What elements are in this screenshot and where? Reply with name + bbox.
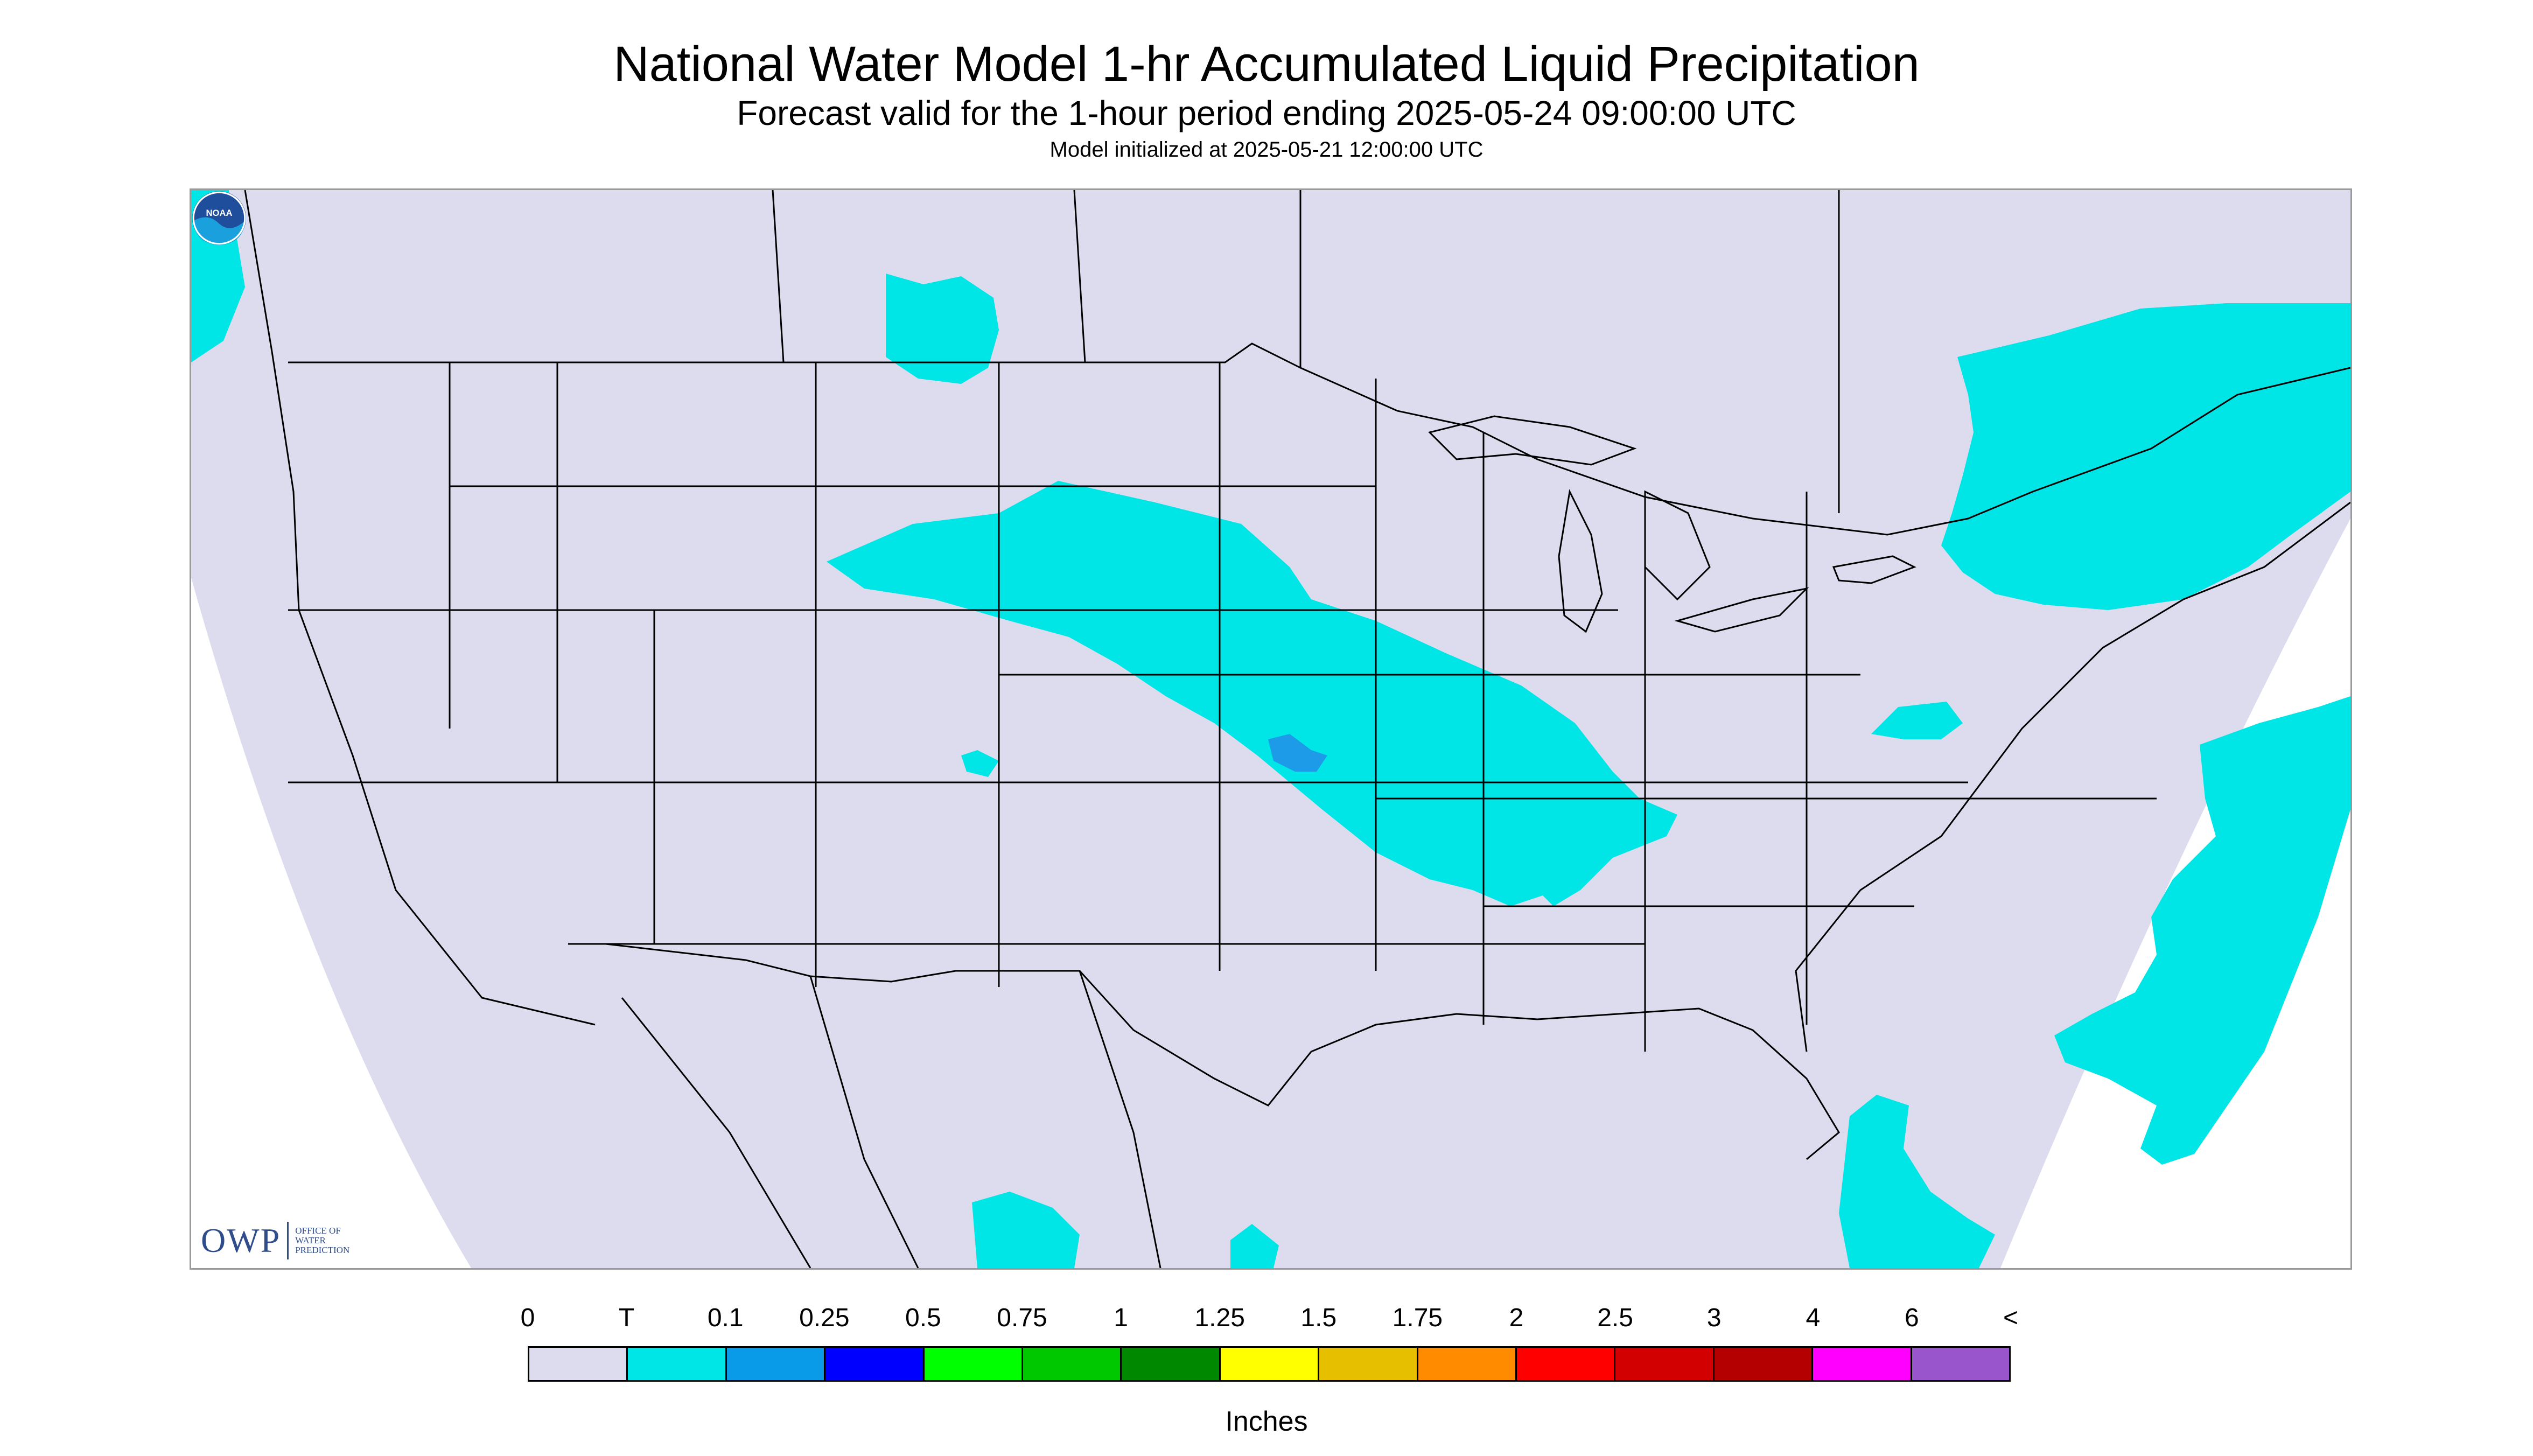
boundary-lines	[244, 190, 2350, 1268]
legend-swatch	[1220, 1348, 1320, 1380]
precip-blue-spot	[1268, 734, 1327, 772]
legend-label: 1.5	[1300, 1304, 1337, 1332]
legend-label: 1.25	[1194, 1304, 1245, 1332]
owp-logo-letters: OWP	[201, 1221, 281, 1259]
legend-label: 1.75	[1392, 1304, 1443, 1332]
legend-swatch	[1517, 1348, 1616, 1380]
legend-label: 1	[1114, 1304, 1128, 1332]
legend-swatch	[1912, 1348, 2010, 1380]
legend-label: 0.25	[799, 1304, 850, 1332]
precip-central-plains	[827, 481, 1677, 906]
us-mexico-border	[605, 943, 1312, 1107]
model-init-text: Model initialized at 2025-05-21 12:00:00…	[1049, 138, 1484, 162]
owp-logo: OWP OFFICE OF WATER PREDICTION	[201, 1221, 349, 1261]
precip-montana-south	[961, 750, 999, 777]
precipitation-map[interactable]: OWP OFFICE OF WATER PREDICTION NOAA	[190, 188, 2352, 1270]
legend-label: 2.5	[1597, 1304, 1633, 1332]
color-legend	[528, 1346, 2011, 1382]
coastline-west	[244, 190, 596, 1026]
atlantic-coast	[1795, 501, 2350, 1052]
precip-great-lakes-a	[1871, 702, 1963, 739]
legend-label: 0.5	[905, 1304, 941, 1332]
legend-units: Inches	[1225, 1406, 1308, 1437]
map-subtitle: Forecast valid for the 1-hour period end…	[737, 94, 1796, 132]
legend-swatch	[529, 1348, 628, 1380]
gulf-coast	[1311, 1007, 1840, 1160]
map-svg	[191, 190, 2350, 1268]
precip-montana-north	[886, 274, 999, 384]
legend-swatch	[1319, 1348, 1418, 1380]
legend-label: 3	[1706, 1304, 1722, 1332]
legend-label: 2	[1509, 1304, 1524, 1332]
lake-erie	[1674, 587, 1809, 633]
mexico-line-2	[1079, 970, 1161, 1268]
precip-gulf	[972, 1192, 1080, 1268]
lake-huron	[1644, 490, 1711, 601]
legend-swatch	[1615, 1348, 1715, 1380]
legend-swatch	[825, 1348, 925, 1380]
lake-michigan	[1558, 489, 1603, 633]
lake-superior	[1428, 415, 1637, 466]
legend-swatch	[924, 1348, 1024, 1380]
legend-swatch	[1418, 1348, 1517, 1380]
owp-logo-divider	[287, 1222, 289, 1259]
mexico-line-3	[621, 997, 811, 1268]
legend-swatch	[628, 1348, 727, 1380]
canada-line-2	[1073, 190, 1086, 363]
precip-northeast	[1941, 303, 2350, 610]
precip-caribbean	[1839, 1095, 1995, 1268]
lake-ontario	[1832, 555, 1916, 584]
noaa-logo-text: NOAA	[206, 208, 233, 218]
legend-label: <	[2003, 1304, 2019, 1332]
legend-labels: 0 T 0.1 0.25 0.5 0.75 1 1.25 1.5 1.75 2 2.5 3 4 6 <	[0, 1303, 2533, 1335]
mexico-line-1	[809, 976, 919, 1268]
canada-line-1	[772, 190, 785, 363]
legend-label: 4	[1806, 1304, 1821, 1332]
precip-gulf-b	[1230, 1224, 1279, 1268]
map-title: National Water Model 1-hr Accumulated Li…	[613, 37, 1920, 92]
noaa-logo: NOAA	[192, 191, 246, 245]
legend-label: 6	[1905, 1304, 1919, 1332]
legend-swatch	[1023, 1348, 1122, 1380]
precip-atlantic	[2054, 696, 2350, 1165]
legend-swatch	[1122, 1348, 1221, 1380]
owp-logo-text: OFFICE OF WATER PREDICTION	[295, 1226, 350, 1255]
precip-trace-areas	[191, 190, 2350, 1268]
legend-swatch	[726, 1348, 826, 1380]
legend-label: 0.75	[997, 1304, 1047, 1332]
legend-swatch	[1714, 1348, 1814, 1380]
legend-label: 0.1	[707, 1304, 744, 1332]
legend-swatch	[1813, 1348, 1912, 1380]
legend-label: 0	[520, 1304, 535, 1332]
precip-great-lakes-b	[2087, 556, 2140, 589]
legend-label: T	[618, 1304, 635, 1332]
